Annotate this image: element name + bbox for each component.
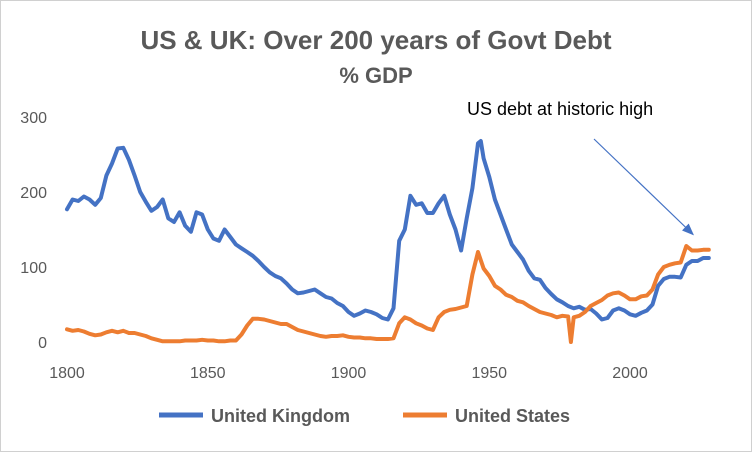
y-tick-label-100: 100: [20, 260, 47, 277]
x-tick-label-1800: 1800: [49, 365, 85, 382]
x-tick-label-1900: 1900: [331, 365, 367, 382]
y-tick-label-200: 200: [20, 185, 47, 202]
chart-subtitle: % GDP: [339, 63, 412, 88]
x-tick-label-1950: 1950: [471, 365, 507, 382]
plot-area: 0 100 200 300 1800 1850 1900 1950 2000: [20, 110, 711, 382]
legend: United Kingdom United States: [159, 406, 570, 426]
x-tick-label-1850: 1850: [190, 365, 226, 382]
chart-title: US & UK: Over 200 years of Govt Debt: [140, 25, 611, 55]
series-line-united-kingdom: [65, 139, 711, 322]
annotation-arrow: [593, 138, 694, 236]
y-tick-label-300: 300: [20, 110, 47, 127]
legend-label-united-states: United States: [455, 406, 570, 426]
series-line-united-states: [65, 244, 711, 344]
x-tick-label-2000: 2000: [612, 365, 648, 382]
annotation-label: US debt at historic high: [467, 99, 653, 119]
legend-label-united-kingdom: United Kingdom: [211, 406, 350, 426]
y-tick-label-0: 0: [38, 335, 47, 352]
